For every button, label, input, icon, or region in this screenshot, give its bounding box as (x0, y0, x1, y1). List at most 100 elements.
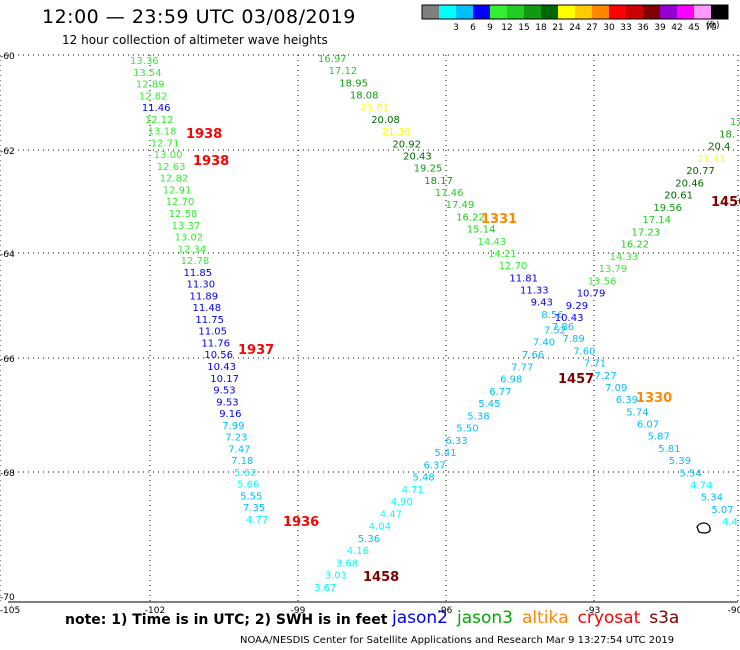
color-swatch (473, 5, 490, 19)
longitude-tick-label: -99 (291, 606, 306, 616)
wave-height-value: 14.21 (488, 249, 517, 260)
color-scale-label: 15 (518, 23, 529, 33)
wave-height-value: 12.89 (136, 80, 165, 91)
pass-time-label: 1938 (193, 154, 229, 169)
wave-height-value: 7.35 (243, 503, 265, 514)
wave-height-value: 7.18 (231, 456, 253, 467)
wave-height-value: 12.82 (160, 174, 189, 185)
wave-height-value: 5.07 (711, 505, 733, 516)
color-swatch (711, 5, 728, 19)
wave-height-value: 11.85 (184, 268, 213, 279)
wave-height-value: 5.66 (237, 480, 259, 491)
wave-height-value: 5.55 (240, 492, 262, 503)
wave-height-value: 7.77 (511, 362, 533, 373)
color-scale-label: 30 (603, 23, 615, 33)
latitude-tick-label: -62 (0, 147, 15, 157)
wave-height-value: 14.33 (610, 252, 639, 263)
wave-height-value: 7.66 (522, 350, 544, 361)
color-swatch (592, 5, 609, 19)
color-scale-label: 12 (501, 23, 512, 33)
page-subtitle: 12 hour collection of altimeter wave hei… (62, 33, 328, 47)
wave-height-value: 14.43 (478, 237, 507, 248)
wave-height-value: 10.43 (207, 362, 236, 373)
wave-height-value: 11.76 (201, 339, 230, 350)
wave-height-value: 11.75 (195, 315, 224, 326)
wave-height-value: 5.54 (680, 468, 702, 479)
color-swatch (677, 5, 694, 19)
wave-height-value: 6.77 (489, 387, 511, 398)
wave-height-value: 11.05 (198, 327, 227, 338)
color-scale-unit: (ft) (706, 21, 720, 31)
wave-height-value: 4.16 (347, 546, 369, 557)
wave-height-value: 13.79 (599, 264, 628, 275)
wave-height-value: 11.33 (520, 286, 549, 297)
color-scale-label: 42 (671, 23, 682, 33)
wave-height-value: 7.60 (573, 346, 595, 357)
color-scale-bar: 3 6 9 12 15 18 21 24 27 30 33 36 39 42 45 70 (421, 4, 729, 33)
wave-height-value: 4.90 (391, 497, 413, 508)
satellite-legend-item: jason3 (457, 608, 513, 628)
wave-height-value: 4.77 (246, 515, 268, 526)
latitude-tick-label: -66 (0, 355, 15, 365)
latitude-tick-label: -60 (0, 52, 15, 62)
wave-height-value: 17.23 (632, 227, 661, 238)
wave-height-value: 11.30 (187, 280, 216, 291)
wave-height-value: 7.52 (544, 326, 566, 337)
satellite-tracks: 13.3613.5412.8912.8211.4612.1213.1812.71… (130, 54, 740, 594)
wave-height-value: 20.43 (403, 152, 432, 163)
wave-height-value: 12.58 (169, 209, 198, 220)
wave-height-value: 20.77 (686, 166, 715, 177)
wave-height-value: 16.22 (456, 212, 485, 223)
wave-height-value: 17.12 (329, 66, 358, 77)
wave-height-value: 7.89 (563, 334, 585, 345)
wave-height-value: 12.70 (166, 197, 195, 208)
pass-time-label: 1456 (711, 195, 740, 210)
wave-height-value: 19.56 (653, 203, 682, 214)
color-swatch (439, 5, 456, 19)
wave-height-value: 7.86 (552, 322, 574, 333)
wave-height-value: 4.4 (722, 517, 738, 528)
wave-height-value: 7.09 (605, 383, 627, 394)
wave-height-value: 17.14 (642, 215, 671, 226)
color-swatch (456, 5, 473, 19)
color-swatch (422, 5, 439, 19)
pass-time-label: 1936 (283, 515, 319, 530)
wave-height-value: 9.53 (216, 397, 238, 408)
axis-ticks: -105 -102 -99 -96 -93 -90 -60 -62 -64 -66 -68 -70 (0, 52, 740, 616)
longitude-tick-label: -93 (586, 606, 601, 616)
wave-height-value: 13.54 (133, 68, 162, 79)
wave-height-value: 10.17 (210, 374, 239, 385)
wave-height-value: 9.53 (213, 386, 235, 397)
color-swatch (626, 5, 643, 19)
wave-height-value: 13.37 (172, 221, 201, 232)
color-scale-label: 45 (688, 23, 699, 33)
wave-height-value: 12.70 (499, 261, 528, 272)
wave-height-value: 12.71 (151, 138, 180, 149)
page-title: 12:00 — 23:59 UTC 03/08/2019 (42, 6, 356, 28)
wave-height-value: 18. (719, 129, 735, 140)
wave-height-value: 11.48 (193, 303, 222, 314)
wave-height-value: 18.17 (424, 176, 453, 187)
wave-height-value: 7.23 (225, 433, 247, 444)
wave-height-value: 12.34 (178, 244, 207, 255)
wave-height-value: 7.99 (222, 421, 244, 432)
wave-height-value: 3.68 (336, 559, 358, 570)
wave-height-value: 6.33 (445, 436, 467, 447)
wave-height-value: 10.56 (204, 350, 233, 361)
wave-height-value: 10.43 (555, 313, 584, 324)
wave-height-value: 19.25 (414, 164, 443, 175)
color-swatch (541, 5, 558, 19)
wave-height-value: 12.82 (139, 91, 168, 102)
color-swatch (694, 5, 711, 19)
wave-height-value: 7.71 (584, 359, 606, 370)
pass-time-label: 1458 (363, 570, 399, 585)
wave-height-value: 20.46 (675, 178, 704, 189)
latitude-tick-label: -68 (0, 469, 15, 479)
wave-height-value: 12.91 (163, 186, 192, 197)
wave-height-value: 6.07 (637, 420, 659, 431)
latitude-tick-label: -64 (0, 250, 15, 260)
color-swatch (524, 5, 541, 19)
wave-height-value: 5.39 (669, 456, 691, 467)
wave-height-value: 3.67 (314, 583, 336, 594)
wave-height-value: 15.14 (467, 225, 496, 236)
